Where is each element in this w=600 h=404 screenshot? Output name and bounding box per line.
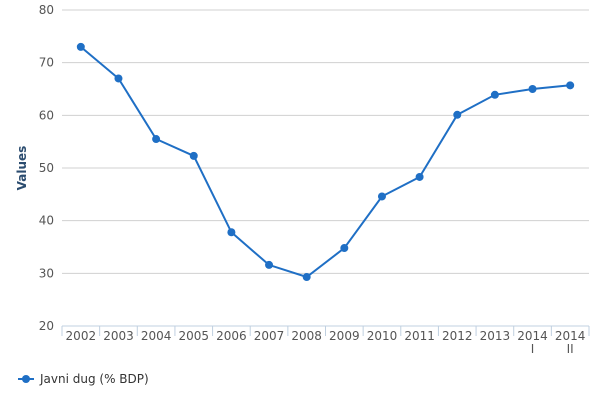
y-tick-label: 70	[39, 56, 54, 70]
y-tick-label: 60	[39, 108, 54, 122]
x-tick-label-line: 2013	[480, 329, 511, 343]
data-point[interactable]	[189, 151, 198, 160]
data-point[interactable]	[265, 260, 274, 269]
x-tick-label-line: 2014	[517, 329, 548, 343]
legend[interactable]: Javni dug (% BDP)	[18, 372, 149, 386]
x-tick-label-line: I	[531, 342, 535, 356]
series-line[interactable]	[80, 46, 571, 279]
legend-label: Javni dug (% BDP)	[39, 372, 149, 386]
x-tick-label: 2005	[178, 329, 209, 343]
data-point[interactable]	[415, 172, 424, 181]
x-tick-label-line: 2003	[103, 329, 134, 343]
x-tick-label-line: 2014	[555, 329, 586, 343]
x-tick-label-line: 2008	[291, 329, 322, 343]
x-tick-label-line: 2012	[442, 329, 473, 343]
y-tick-label: 30	[39, 266, 54, 280]
data-point[interactable]	[302, 273, 311, 282]
legend-marker-icon	[22, 375, 30, 383]
x-tick-label: 2013	[480, 329, 511, 343]
data-point[interactable]	[152, 135, 161, 144]
x-axis-ticks: 2002 2003 2004 2005 2006 2007 2008 2009 2010 2011…	[66, 329, 586, 356]
data-point[interactable]	[566, 81, 575, 90]
data-point[interactable]	[377, 192, 386, 201]
y-tick-label: 20	[39, 319, 54, 333]
x-tick-label-line: 2005	[178, 329, 209, 343]
x-tick-label-line: 2006	[216, 329, 247, 343]
data-point[interactable]	[76, 42, 85, 51]
x-tick-label-line: II	[567, 342, 574, 356]
x-tick-label: 2009	[329, 329, 360, 343]
gridlines	[62, 9, 589, 274]
x-axis	[61, 325, 590, 336]
data-point[interactable]	[340, 244, 349, 253]
x-tick-label: 2008	[291, 329, 322, 343]
x-tick-label-line: 2007	[254, 329, 285, 343]
data-point[interactable]	[453, 110, 462, 119]
x-tick-label: 2010	[367, 329, 398, 343]
x-tick-label-line: 2011	[404, 329, 435, 343]
data-point[interactable]	[528, 85, 537, 93]
x-tick-label: 2003	[103, 329, 134, 343]
x-tick-label-line: 2010	[367, 329, 398, 343]
series-points	[76, 42, 575, 282]
x-tick-label: 2006	[216, 329, 247, 343]
x-tick-label: 2011	[404, 329, 435, 343]
y-tick-label: 40	[39, 214, 54, 228]
y-tick-label: 80	[39, 3, 54, 17]
x-tick-label: 2004	[141, 329, 172, 343]
x-tick-label-line: 2009	[329, 329, 360, 343]
x-tick-label: 2014 I	[517, 329, 548, 356]
x-tick-label: 2012	[442, 329, 473, 343]
data-point[interactable]	[227, 228, 236, 237]
data-point[interactable]	[490, 90, 499, 99]
x-tick-label: 2007	[254, 329, 285, 343]
x-tick-label: 2002	[66, 329, 97, 343]
x-tick-label-line: 2004	[141, 329, 172, 343]
y-tick-label: 50	[39, 161, 54, 175]
y-axis-title: Values	[15, 146, 29, 191]
y-axis-ticks: 20 30 40 50 60 70 80	[39, 3, 54, 333]
x-tick-label-line: 2002	[66, 329, 97, 343]
data-point[interactable]	[114, 74, 123, 83]
x-tick-label: 2014 II	[555, 329, 586, 356]
